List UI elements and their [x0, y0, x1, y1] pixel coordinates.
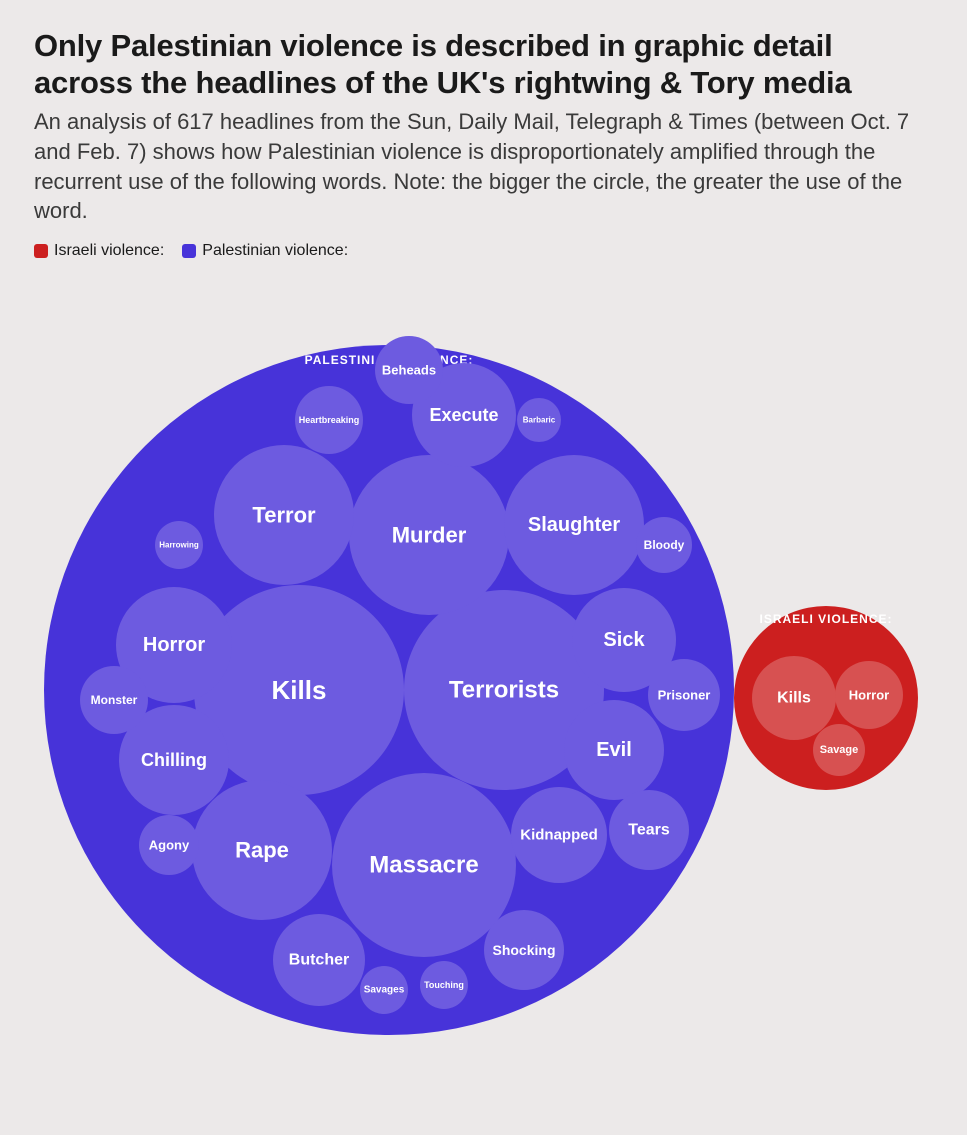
bubble-label: Murder: [392, 522, 467, 547]
bubble-label: Terrorists: [449, 676, 559, 703]
legend: Israeli violence: Palestinian violence:: [34, 242, 933, 260]
bubble-label: Kidnapped: [520, 826, 598, 843]
bubble-chart: PALESTINIAN VIOLENCE:KillsTerroristsMass…: [34, 270, 934, 1110]
legend-swatch: [182, 244, 196, 258]
bubble-label: Kills: [272, 675, 327, 705]
bubble-label: Beheads: [382, 362, 436, 377]
bubble-label: Slaughter: [528, 514, 620, 536]
bubble-label: Shocking: [492, 942, 555, 958]
bubble-label: Monster: [91, 693, 138, 707]
page-root: Only Palestinian violence is described i…: [0, 0, 967, 1135]
bubble-chart-svg: PALESTINIAN VIOLENCE:KillsTerroristsMass…: [34, 270, 934, 1110]
legend-label: Palestinian violence:: [202, 242, 348, 260]
legend-item: Israeli violence:: [34, 242, 164, 260]
bubble-label: Rape: [235, 837, 289, 862]
bubble-label: Chilling: [141, 750, 207, 770]
bubble-label: Execute: [429, 405, 498, 425]
page-title: Only Palestinian violence is described i…: [34, 28, 933, 101]
legend-item: Palestinian violence:: [182, 242, 348, 260]
bubble-label: Horror: [849, 687, 889, 702]
bubble-label: Massacre: [369, 851, 478, 878]
bubble-label: Savages: [364, 984, 405, 995]
bubble-label: Kills: [777, 689, 811, 706]
page-subtitle: An analysis of 617 headlines from the Su…: [34, 107, 933, 226]
bubble-label: Terror: [252, 502, 316, 527]
bubble-label: Agony: [149, 837, 190, 852]
bubble-label: Touching: [424, 980, 464, 990]
bubble-label: Butcher: [289, 951, 349, 968]
bubble-label: Savage: [820, 744, 859, 756]
bubble-label: Harrowing: [159, 540, 199, 549]
bubble-label: Bloody: [644, 538, 685, 552]
bubble-label: Sick: [603, 629, 645, 651]
israeli-group-label: ISRAELI VIOLENCE:: [759, 612, 892, 626]
legend-swatch: [34, 244, 48, 258]
bubble-label: Heartbreaking: [299, 415, 360, 425]
bubble-label: Tears: [628, 821, 670, 838]
bubble-label: Horror: [143, 634, 205, 656]
bubble-label: Barbaric: [523, 415, 556, 424]
bubble-label: Evil: [596, 739, 632, 761]
bubble-label: Prisoner: [658, 687, 711, 702]
legend-label: Israeli violence:: [54, 242, 164, 260]
